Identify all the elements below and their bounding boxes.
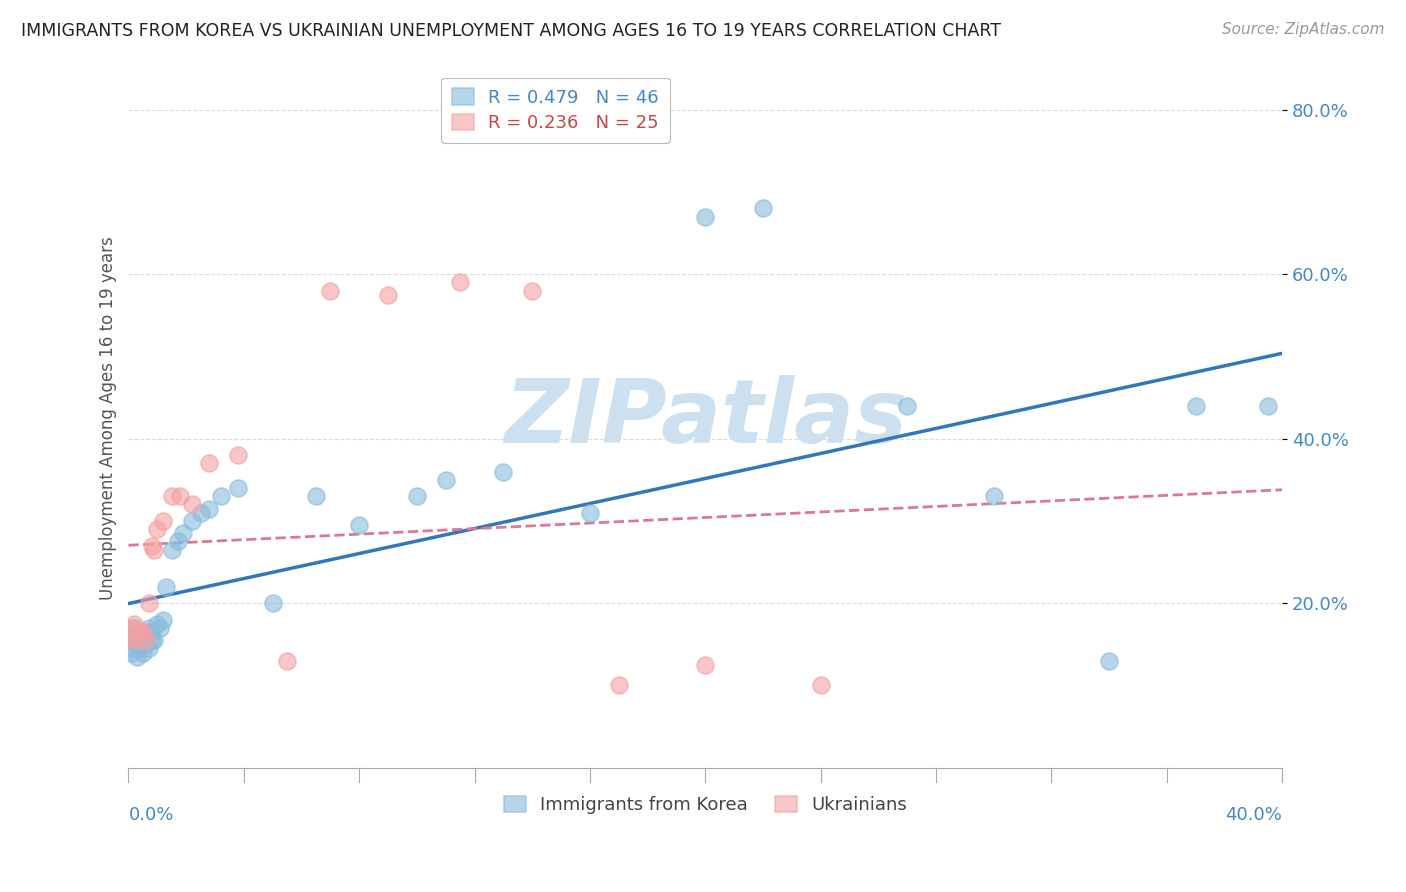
- Point: [127, 633, 149, 648]
- Point: [149, 621, 172, 635]
- Point: [319, 284, 342, 298]
- Point: [579, 506, 602, 520]
- Point: [276, 654, 298, 668]
- Point: [138, 641, 160, 656]
- Text: 0.0%: 0.0%: [128, 806, 174, 824]
- Point: [434, 473, 457, 487]
- Point: [141, 633, 163, 648]
- Point: [129, 633, 152, 648]
- Point: [146, 522, 169, 536]
- Point: [209, 489, 232, 503]
- Y-axis label: Unemployment Among Ages 16 to 19 years: Unemployment Among Ages 16 to 19 years: [100, 236, 117, 600]
- Point: [132, 646, 155, 660]
- Text: IMMIGRANTS FROM KOREA VS UKRAINIAN UNEMPLOYMENT AMONG AGES 16 TO 19 YEARS CORREL: IMMIGRANTS FROM KOREA VS UKRAINIAN UNEMP…: [21, 22, 1001, 40]
- Point: [198, 456, 221, 470]
- Point: [122, 633, 145, 648]
- Point: [810, 678, 832, 692]
- Point: [129, 624, 152, 639]
- Point: [155, 580, 177, 594]
- Point: [160, 542, 183, 557]
- Point: [135, 624, 157, 639]
- Point: [120, 646, 142, 660]
- Point: [120, 629, 142, 643]
- Point: [122, 641, 145, 656]
- Point: [141, 539, 163, 553]
- Point: [226, 448, 249, 462]
- Point: [983, 489, 1005, 503]
- Point: [377, 287, 399, 301]
- Point: [406, 489, 429, 503]
- Point: [135, 637, 157, 651]
- Point: [143, 633, 166, 648]
- Point: [122, 621, 145, 635]
- Text: Source: ZipAtlas.com: Source: ZipAtlas.com: [1222, 22, 1385, 37]
- Point: [127, 624, 149, 639]
- Point: [127, 649, 149, 664]
- Point: [449, 276, 471, 290]
- Point: [695, 657, 717, 672]
- Point: [607, 678, 630, 692]
- Point: [132, 629, 155, 643]
- Point: [226, 481, 249, 495]
- Point: [166, 534, 188, 549]
- Point: [146, 616, 169, 631]
- Point: [117, 633, 139, 648]
- Point: [129, 641, 152, 656]
- Point: [1184, 399, 1206, 413]
- Point: [138, 596, 160, 610]
- Point: [117, 633, 139, 648]
- Point: [160, 489, 183, 503]
- Point: [152, 613, 174, 627]
- Point: [141, 624, 163, 639]
- Point: [169, 489, 191, 503]
- Text: ZIPatlas: ZIPatlas: [503, 375, 907, 462]
- Point: [522, 284, 544, 298]
- Point: [198, 501, 221, 516]
- Point: [190, 506, 212, 520]
- Point: [181, 498, 204, 512]
- Point: [132, 624, 155, 639]
- Point: [135, 633, 157, 648]
- Point: [492, 465, 515, 479]
- Point: [752, 202, 775, 216]
- Point: [138, 621, 160, 635]
- Point: [143, 542, 166, 557]
- Point: [152, 514, 174, 528]
- Point: [305, 489, 328, 503]
- Legend: Immigrants from Korea, Ukrainians: Immigrants from Korea, Ukrainians: [496, 789, 914, 822]
- Point: [172, 526, 194, 541]
- Point: [347, 518, 370, 533]
- Point: [695, 210, 717, 224]
- Point: [127, 637, 149, 651]
- Point: [1257, 399, 1279, 413]
- Point: [1098, 654, 1121, 668]
- Point: [122, 616, 145, 631]
- Point: [896, 399, 918, 413]
- Point: [120, 621, 142, 635]
- Point: [181, 514, 204, 528]
- Text: 40.0%: 40.0%: [1226, 806, 1282, 824]
- Point: [262, 596, 284, 610]
